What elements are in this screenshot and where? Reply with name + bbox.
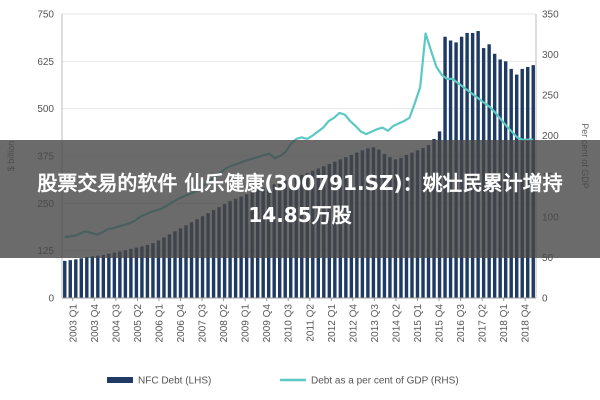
legend: NFC Debt (LHS) Debt as a per cent of GDP … [107, 376, 459, 387]
x-tick-label: 2009 Q1 [241, 304, 252, 343]
x-tick-label: 2018 Q4 [521, 304, 532, 343]
x-tick-label: 2006 Q1 [154, 304, 165, 343]
x-tick-label: 2003 Q4 [90, 304, 101, 343]
bar [134, 247, 139, 298]
bar [184, 225, 188, 298]
y-left-tick-label: 0 [48, 294, 54, 305]
bar [140, 246, 144, 298]
x-tick-label: 2013 Q3 [370, 304, 381, 343]
y-right-tick-label: 300 [542, 50, 559, 61]
bar [107, 253, 111, 298]
legend-swatch-bar [107, 377, 133, 383]
y-right-tick-label: 200 [542, 131, 559, 142]
x-tick-label: 2006 Q4 [176, 304, 187, 343]
y-left-tick-label: 625 [37, 57, 54, 68]
x-tick-label: 2015 Q1 [413, 304, 424, 343]
y-right-tick-label: 350 [542, 10, 559, 21]
y-left-tick-label: 750 [37, 10, 54, 21]
x-tick-label: 2003 Q1 [68, 304, 79, 343]
legend-label-debt-gdp: Debt as a per cent of GDP (RHS) [311, 376, 459, 387]
x-tick-label: 2005 Q2 [133, 304, 144, 343]
x-tick-label: 2010 Q3 [284, 304, 295, 343]
x-tick-label: 2012 Q4 [348, 304, 359, 343]
x-tick-labels: 2003 Q1 2003 Q4 2004 Q3 2005 Q2 2006 Q1 2006 … [68, 298, 532, 343]
bar [167, 234, 172, 298]
bar [74, 259, 78, 298]
bar [162, 237, 166, 298]
x-tick-label: 2012 Q1 [327, 304, 338, 343]
y-right-tick-label: 250 [542, 91, 559, 102]
bar [101, 254, 106, 298]
x-tick-label: 2009 Q4 [262, 304, 273, 343]
x-tick-label: 2017 Q2 [478, 304, 489, 343]
bar [79, 258, 83, 298]
bar [96, 255, 100, 298]
x-tick-label: 2004 Q3 [111, 304, 122, 343]
y-right-tick-label: 0 [542, 294, 548, 305]
bar [90, 256, 95, 298]
title-overlay: 股票交易的软件 仙乐健康(300791.SZ)：姚壮民累计增持14.85万股 [0, 140, 600, 258]
bar [63, 260, 67, 298]
overlay-title: 股票交易的软件 仙乐健康(300791.SZ)：姚壮民累计增持14.85万股 [37, 171, 563, 227]
bar [156, 240, 161, 298]
bar [195, 219, 199, 298]
y-left-tick-label: 500 [37, 104, 54, 115]
bar [189, 222, 194, 298]
bar [145, 244, 150, 298]
bar [118, 251, 122, 298]
bar [85, 257, 89, 298]
bar [68, 260, 72, 298]
legend-label-nfc-debt: NFC Debt (LHS) [138, 376, 211, 387]
x-tick-label: 2008 Q2 [219, 304, 230, 343]
bar [151, 243, 155, 298]
bar [123, 250, 128, 298]
x-tick-label: 2016 Q3 [456, 304, 467, 343]
x-tick-label: 2007 Q3 [198, 304, 209, 343]
x-tick-label: 2015 Q4 [435, 304, 446, 343]
y-right-tick-label: 50 [542, 253, 554, 264]
bar [173, 231, 177, 298]
x-tick-label: 2011 Q2 [305, 304, 316, 342]
x-tick-label: 2018 Q1 [499, 304, 510, 343]
bar [112, 252, 117, 298]
bar [178, 228, 183, 298]
bar [129, 248, 133, 298]
x-tick-label: 2014 Q2 [391, 304, 402, 343]
